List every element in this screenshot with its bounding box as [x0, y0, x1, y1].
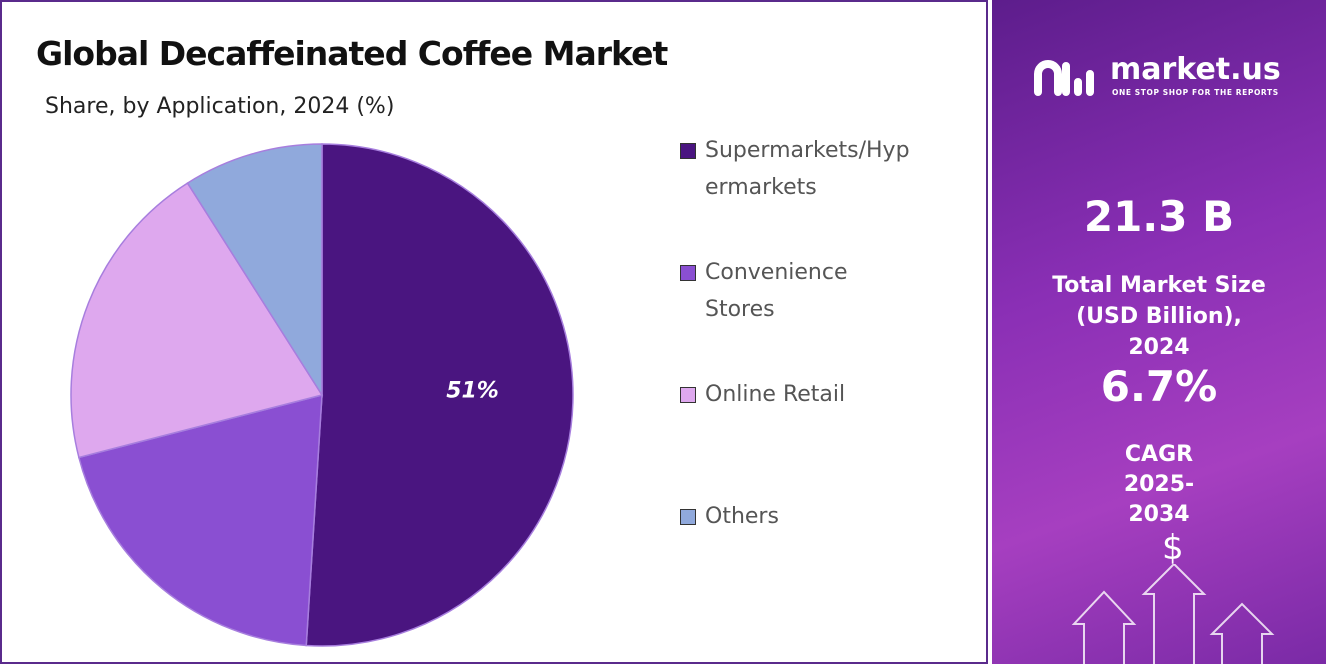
market-size-label: Total Market Size (USD Billion), 2024: [1052, 273, 1266, 360]
brand-logo: [1034, 60, 1094, 96]
pie-slice: [70, 182, 324, 459]
legend-item: Online Retail: [680, 376, 920, 413]
legend-swatch: [680, 143, 696, 159]
arrows-decoration: [1071, 564, 1275, 664]
legend-swatch: [680, 509, 696, 525]
legend-label: Supermarkets/Hypermarkets: [705, 138, 910, 200]
cagr-label: CAGR 2025-2034: [1123, 442, 1195, 527]
legend-item: Supermarkets/Hypermarkets: [680, 132, 920, 206]
pie-slice: [77, 394, 323, 647]
chart-panel: Global Decaffeinated Coffee Market Share…: [0, 0, 988, 664]
brand-tagline: ONE STOP SHOP FOR THE REPORTS: [1112, 88, 1279, 97]
cagr-value: 6.7%: [1100, 362, 1218, 411]
sidebar: market.us ONE STOP SHOP FOR THE REPORTS …: [992, 0, 1326, 664]
data-label: 51%: [446, 379, 499, 404]
pie-chart: 51%: [70, 143, 574, 647]
pie-slice: [305, 143, 574, 647]
legend-swatch: [680, 265, 696, 281]
market-size: 21.3 B: [1083, 192, 1235, 241]
legend-label: Online Retail: [705, 382, 846, 407]
legend-item: Convenience Stores: [680, 254, 920, 328]
legend-label: Others: [705, 504, 779, 529]
legend-item: Others: [680, 498, 920, 535]
brand-name: market.us: [1110, 52, 1281, 87]
legend-label: Convenience Stores: [705, 260, 848, 322]
chart-subtitle: Share, by Application, 2024 (%): [45, 94, 395, 119]
pie-slice: [186, 143, 323, 398]
chart-title: Global Decaffeinated Coffee Market: [36, 34, 668, 73]
dollar-icon: $: [1162, 528, 1184, 568]
legend-swatch: [680, 387, 696, 403]
